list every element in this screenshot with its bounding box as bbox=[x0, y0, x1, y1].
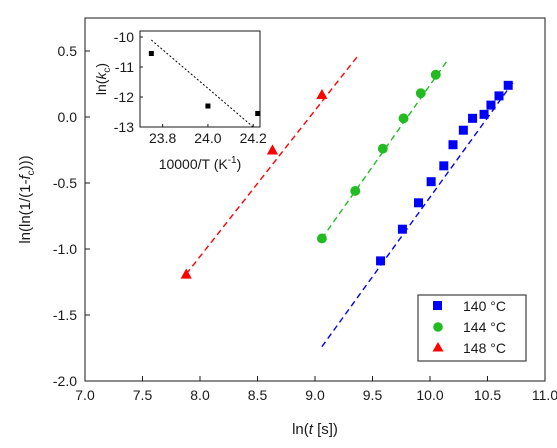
inset-y-tick-label: -12 bbox=[114, 89, 134, 105]
inset-data-point bbox=[255, 111, 261, 116]
y-tick-label: -1.5 bbox=[53, 307, 77, 323]
x-tick-label: 9.5 bbox=[363, 387, 383, 403]
data-point bbox=[180, 268, 192, 279]
legend-label-140: 140 °C bbox=[463, 298, 506, 314]
x-tick-label: 7.0 bbox=[75, 387, 95, 403]
data-point bbox=[316, 88, 328, 100]
inset-y-axis: -10 -11 -12 -13 bbox=[114, 29, 143, 135]
inset-x-axis-label: 10000/T (K-1) bbox=[159, 155, 242, 172]
data-point bbox=[397, 224, 407, 234]
data-point bbox=[430, 69, 441, 80]
inset-data-point bbox=[205, 103, 211, 109]
inset-x-axis: 23.8 24.0 24.2 bbox=[149, 124, 267, 146]
data-point bbox=[439, 161, 449, 171]
inset-x-tick-label: 24.2 bbox=[240, 130, 267, 146]
data-point bbox=[479, 109, 489, 119]
fit-line-2 bbox=[185, 55, 359, 275]
main-data-points bbox=[180, 69, 513, 279]
data-point bbox=[376, 256, 386, 266]
inset-data-point bbox=[148, 51, 154, 56]
x-axis-label: ln(t [s]) bbox=[292, 421, 338, 438]
data-point bbox=[486, 100, 496, 110]
data-point bbox=[426, 177, 436, 187]
x-tick-label: 7.5 bbox=[133, 387, 153, 403]
data-point bbox=[414, 198, 423, 208]
data-point bbox=[458, 125, 468, 135]
legend-marker-140 bbox=[433, 301, 442, 310]
inset-x-tick-label: 24.0 bbox=[194, 130, 221, 146]
fit-line-0 bbox=[321, 82, 514, 348]
y-tick-label: 0.5 bbox=[58, 43, 78, 59]
inset-background bbox=[140, 31, 260, 127]
data-point bbox=[503, 80, 513, 90]
data-point bbox=[468, 113, 478, 123]
legend-marker-144 bbox=[433, 322, 443, 332]
x-tick-label: 9.0 bbox=[305, 387, 325, 403]
legend-label-144: 144 °C bbox=[463, 319, 506, 335]
y-tick-label: 0.0 bbox=[58, 109, 78, 125]
main-y-axis: -2.0 -1.5 -1.0 -0.5 0.0 0.5 bbox=[53, 43, 90, 389]
inset-y-tick-label: -11 bbox=[115, 59, 134, 75]
x-tick-label: 8.5 bbox=[248, 387, 268, 403]
legend: 140 °C 144 °C 148 °C bbox=[417, 294, 527, 362]
main-x-axis: 7.0 7.5 8.0 8.5 9.0 9.5 10.0 10.5 11.0 bbox=[75, 376, 557, 403]
data-point bbox=[415, 88, 426, 99]
data-point bbox=[266, 144, 279, 155]
main-plot: 7.0 7.5 8.0 8.5 9.0 9.5 10.0 10.5 11.0 -2.0-1.5-… bbox=[17, 17, 557, 438]
data-point bbox=[398, 113, 409, 124]
fit-line-1 bbox=[321, 58, 449, 239]
legend-marker-148 bbox=[432, 342, 444, 352]
inset-data-points bbox=[148, 51, 261, 116]
inset-y-tick-label: -10 bbox=[114, 29, 134, 45]
x-tick-label: 11.0 bbox=[532, 387, 557, 403]
y-tick-label: -2.0 bbox=[53, 373, 77, 389]
x-tick-label: 10.0 bbox=[416, 387, 443, 403]
data-point bbox=[494, 91, 504, 101]
inset-y-tick-label: -13 bbox=[114, 119, 134, 135]
inset-plot: 23.8 24.0 24.2 -10-11-12-13 10000/T (K-1) … bbox=[93, 29, 267, 172]
main-fit-lines bbox=[185, 55, 514, 348]
x-tick-label: 10.5 bbox=[474, 387, 501, 403]
data-point bbox=[448, 140, 458, 150]
data-point bbox=[377, 143, 388, 154]
inset-x-tick-label: 23.8 bbox=[149, 130, 176, 146]
inset-frame bbox=[139, 30, 261, 128]
y-tick-label: -0.5 bbox=[53, 175, 77, 191]
inset-y-axis-label: ln(kc) bbox=[93, 63, 113, 95]
data-point bbox=[316, 233, 327, 244]
y-axis-label: ln(ln(1/(1-fc))) bbox=[17, 155, 37, 243]
x-tick-label: 8.0 bbox=[190, 387, 210, 403]
data-point bbox=[350, 185, 361, 196]
legend-label-148: 148 °C bbox=[463, 340, 506, 356]
y-tick-label: -1.0 bbox=[53, 241, 77, 257]
